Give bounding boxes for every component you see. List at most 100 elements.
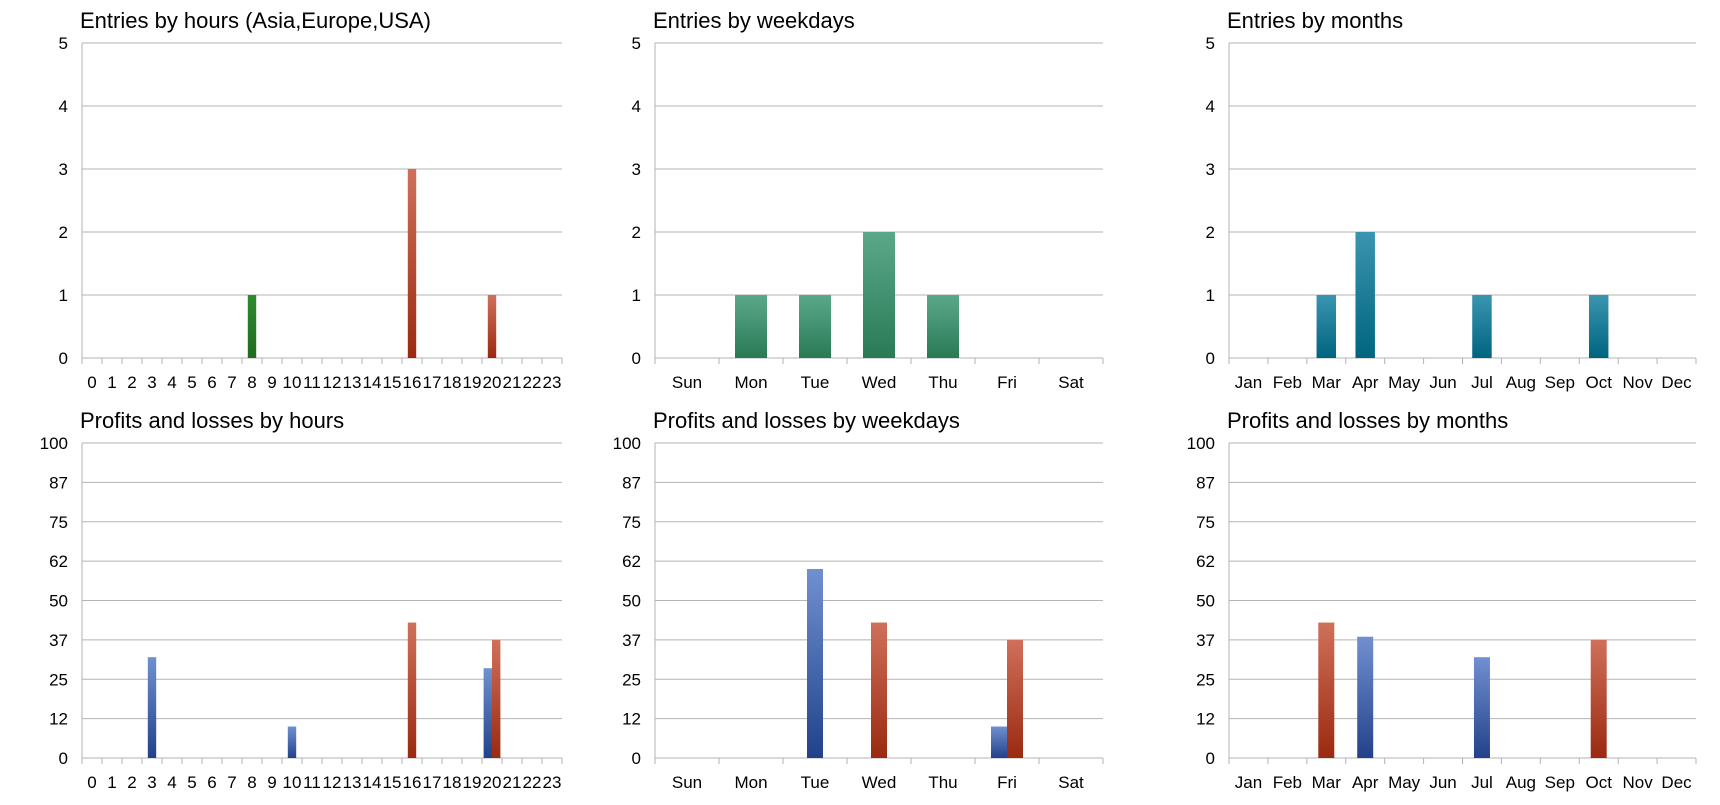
chart-2: Entries by weekdays 0 1 2 3 4 5 Sun Mon Tue Wed Thu… <box>632 8 1104 392</box>
y-tick-label: 75 <box>622 513 641 532</box>
y-tick-label: 25 <box>622 670 641 689</box>
chart-title: Entries by weekdays <box>653 8 855 33</box>
x-tick-label: 7 <box>227 773 236 792</box>
x-tick-label: 9 <box>267 773 276 792</box>
y-tick-label: 37 <box>1196 631 1215 650</box>
x-tick-label: Jan <box>1235 773 1262 792</box>
y-tick-label: 12 <box>622 710 641 729</box>
x-tick-label: 8 <box>247 773 256 792</box>
x-tick-label: Mon <box>734 773 767 792</box>
chart-title: Profits and losses by hours <box>80 408 344 433</box>
y-tick-label: 75 <box>1196 513 1215 532</box>
y-tick-label: 4 <box>632 97 641 116</box>
y-tick-label: 2 <box>1206 223 1215 242</box>
y-tick-label: 100 <box>1187 434 1215 453</box>
x-tick-label: Apr <box>1352 373 1379 392</box>
y-tick-label: 87 <box>1196 473 1215 492</box>
x-tick-label: 17 <box>423 373 442 392</box>
x-tick-label: Dec <box>1661 373 1692 392</box>
y-tick-label: 3 <box>632 160 641 179</box>
x-tick-label: 1 <box>107 773 116 792</box>
x-tick-label: Mar <box>1312 773 1342 792</box>
y-tick-label: 1 <box>1206 286 1215 305</box>
x-tick-label: 8 <box>247 373 256 392</box>
x-tick-label: 18 <box>443 773 462 792</box>
y-tick-label: 25 <box>1196 670 1215 689</box>
x-tick-label: Sun <box>672 773 702 792</box>
y-tick-label: 62 <box>622 552 641 571</box>
x-tick-label: 4 <box>167 373 176 392</box>
y-tick-label: 0 <box>1206 349 1215 368</box>
y-tick-label: 25 <box>49 670 68 689</box>
y-tick-label: 0 <box>1206 749 1215 768</box>
x-tick-label: Wed <box>862 373 897 392</box>
bar <box>147 657 157 758</box>
x-tick-label: 13 <box>343 373 362 392</box>
x-tick-label: Oct <box>1585 773 1612 792</box>
x-tick-label: 15 <box>383 773 402 792</box>
x-tick-label: 22 <box>523 373 542 392</box>
chart-title: Profits and losses by months <box>1227 408 1508 433</box>
x-tick-label: Sat <box>1058 373 1084 392</box>
x-tick-label: 7 <box>227 373 236 392</box>
y-tick-label: 37 <box>622 631 641 650</box>
x-tick-label: 11 <box>303 773 321 792</box>
x-tick-label: 20 <box>483 373 502 392</box>
x-tick-label: Jun <box>1429 373 1456 392</box>
x-tick-label: 2 <box>127 773 136 792</box>
y-tick-label: 12 <box>49 710 68 729</box>
y-tick-label: 12 <box>1196 710 1215 729</box>
x-tick-label: 9 <box>267 373 276 392</box>
x-tick-label: 12 <box>323 773 342 792</box>
chart-1: Entries by hours (Asia,Europe,USA)012345… <box>59 8 563 392</box>
y-tick-label: 3 <box>1206 160 1215 179</box>
x-tick-label: 1 <box>107 373 116 392</box>
chart-title: Entries by hours (Asia,Europe,USA) <box>80 8 431 33</box>
y-tick-label: 62 <box>1196 552 1215 571</box>
bar <box>1318 622 1335 758</box>
bar <box>799 295 831 358</box>
x-tick-label: 18 <box>443 373 462 392</box>
y-tick-label: 100 <box>40 434 68 453</box>
y-tick-label: 37 <box>49 631 68 650</box>
chart-title: Profits and losses by weekdays <box>653 408 960 433</box>
x-tick-label: Nov <box>1623 373 1654 392</box>
x-tick-label: Wed <box>862 773 897 792</box>
y-tick-label: 62 <box>49 552 68 571</box>
x-tick-label: Sep <box>1545 773 1575 792</box>
x-tick-label: 4 <box>167 773 176 792</box>
x-tick-label: Aug <box>1506 373 1536 392</box>
x-tick-label: 21 <box>503 373 522 392</box>
x-tick-label: 23 <box>543 373 562 392</box>
x-tick-label: Jul <box>1471 773 1493 792</box>
x-tick-label: Mar <box>1312 373 1342 392</box>
x-tick-label: 6 <box>207 773 216 792</box>
bar <box>1316 295 1337 358</box>
x-tick-label: 19 <box>463 373 482 392</box>
bar <box>492 639 501 758</box>
bar <box>1588 295 1609 358</box>
x-tick-label: Aug <box>1506 773 1536 792</box>
y-tick-label: 87 <box>49 473 68 492</box>
bar <box>1590 639 1607 758</box>
x-tick-label: 3 <box>147 773 156 792</box>
bar <box>927 295 959 358</box>
chart-4: Profits and losses by hours0122537506275… <box>40 408 563 792</box>
x-tick-label: 0 <box>87 373 96 392</box>
x-tick-label: 10 <box>283 373 302 392</box>
x-tick-label: 15 <box>383 373 402 392</box>
x-tick-label: Oct <box>1585 373 1612 392</box>
x-tick-label: Feb <box>1273 373 1302 392</box>
y-tick-label: 3 <box>59 160 68 179</box>
y-tick-label: 4 <box>59 97 68 116</box>
x-tick-label: 6 <box>207 373 216 392</box>
x-tick-label: 17 <box>423 773 442 792</box>
y-tick-label: 4 <box>1206 97 1215 116</box>
y-tick-label: 0 <box>59 349 68 368</box>
x-tick-label: 14 <box>363 373 382 392</box>
x-tick-label: Tue <box>801 373 830 392</box>
y-tick-label: 50 <box>622 592 641 611</box>
bar <box>871 622 887 758</box>
chart-6: Profits and losses by months 0 12 25 37 50 62 7… <box>1187 408 1697 792</box>
